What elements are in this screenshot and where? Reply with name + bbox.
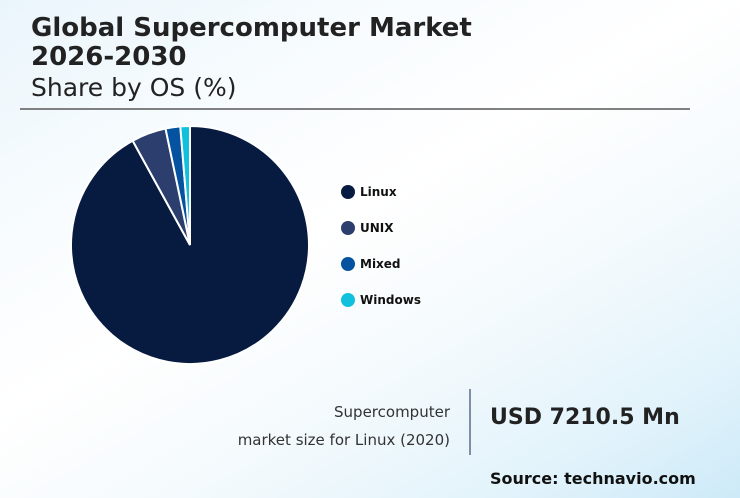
source-credit: Source: technavio.com <box>490 469 696 488</box>
pie-slice-windows <box>179 125 191 246</box>
header-divider <box>20 108 690 110</box>
chart-title-line2: 2026-2030 <box>31 42 187 72</box>
legend-item-unix: UNIX <box>341 210 421 246</box>
chart-subtitle: Share by OS (%) <box>31 73 237 102</box>
legend-label: Linux <box>360 185 397 199</box>
legend-label: UNIX <box>360 221 394 235</box>
stat-label: Supercomputer market size for Linux (202… <box>238 398 450 454</box>
chart-title-line1: Global Supercomputer Market <box>31 13 472 43</box>
stat-value: USD 7210.5 Mn <box>490 405 680 430</box>
pie-chart <box>70 125 310 365</box>
chart-title: Global Supercomputer Market 2026-2030 <box>31 14 472 72</box>
legend-item-mixed: Mixed <box>341 246 421 282</box>
stat-label-line1: Supercomputer <box>334 403 450 421</box>
stat-label-line2: market size for Linux (2020) <box>237 431 450 449</box>
legend-swatch-icon <box>341 185 355 199</box>
legend-label: Mixed <box>360 257 401 271</box>
legend-swatch-icon <box>341 293 355 307</box>
legend-swatch-icon <box>341 257 355 271</box>
legend-item-linux: Linux <box>341 174 421 210</box>
stat-divider <box>469 389 471 455</box>
chart-legend: Linux UNIX Mixed Windows <box>341 174 421 318</box>
legend-swatch-icon <box>341 221 355 235</box>
legend-item-windows: Windows <box>341 282 421 318</box>
legend-label: Windows <box>360 293 421 307</box>
